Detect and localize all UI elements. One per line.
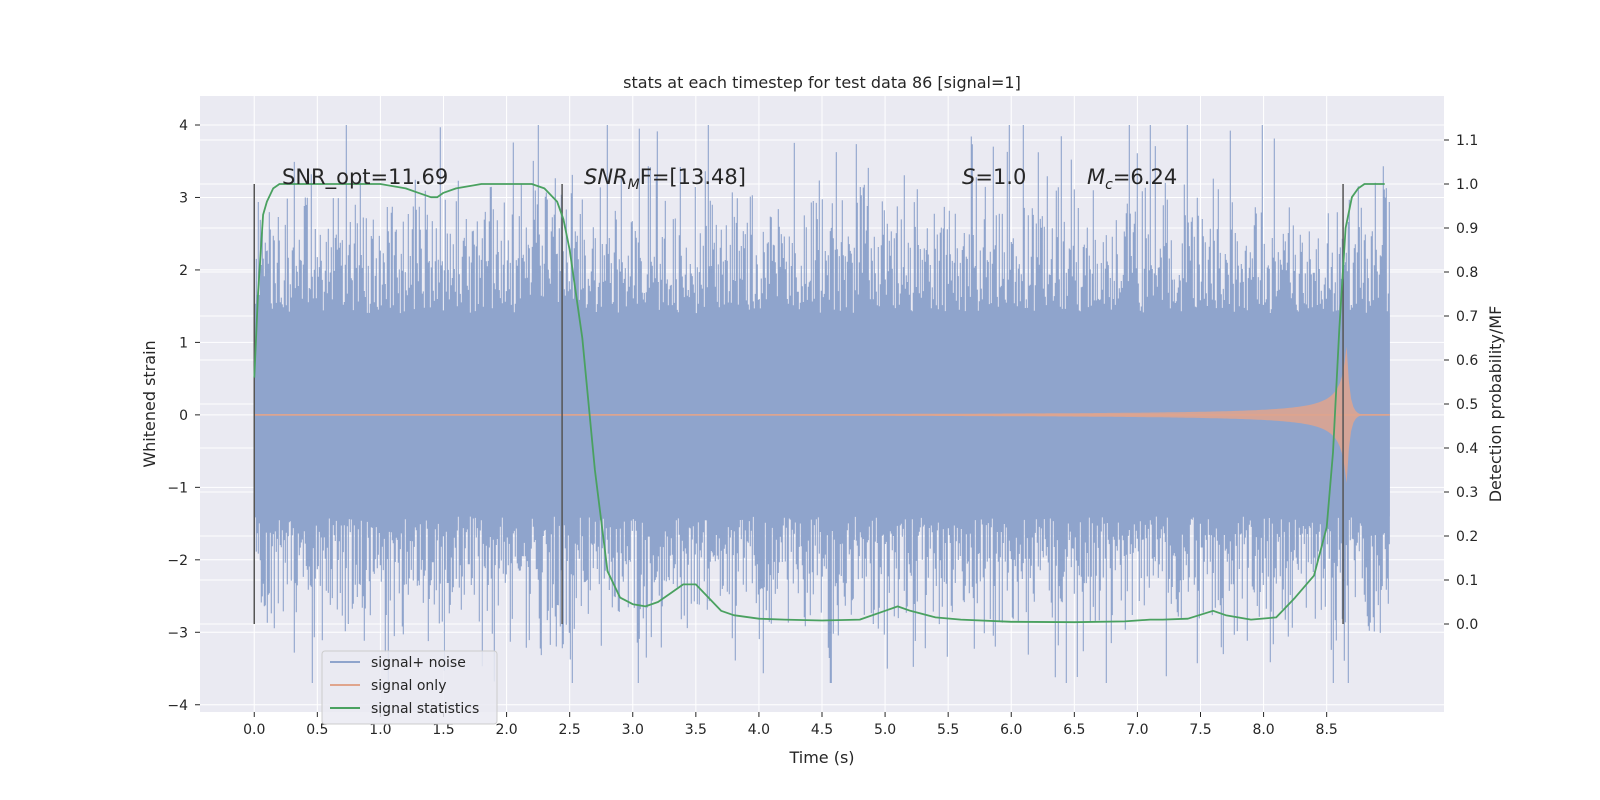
y-right-axis-ticks: 1.1 1.0 0.9 0.8 0.7 0.6 0.5 0.4 0.3 0.2 0.1 0.0 (1444, 133, 1478, 633)
x-tick-label: 1.0 (369, 722, 391, 738)
legend-label-signal-only: signal only (371, 678, 446, 694)
x-axis-label: Time (s) (788, 748, 854, 767)
signal-only-series (254, 346, 1390, 484)
y-axis-label: Whitened strain (140, 340, 159, 467)
annotations: SNR_opt=11.69 SNRMF=[13.48] S=1.0 Mc=6.2… (282, 165, 1177, 193)
y-tick-label: 1 (179, 335, 188, 351)
y-right-tick-label: 0.5 (1456, 397, 1478, 413)
x-tick-label: 4.0 (748, 722, 770, 738)
y-right-tick-label: 0.8 (1456, 265, 1478, 281)
y-right-tick-label: 0.3 (1456, 485, 1478, 501)
legend-box (321, 650, 498, 725)
signal-statistics-series (253, 183, 1385, 624)
y-tick-label: −1 (167, 480, 188, 496)
y-tick-label: 0 (179, 408, 188, 424)
y-tick-label: 4 (179, 118, 188, 134)
x-tick-label: 3.0 (622, 722, 644, 738)
signal-statistics-line (253, 183, 1385, 624)
legend-label-signal-statistics: signal statistics (371, 701, 479, 717)
mc-annotation: Mc=6.24 (1087, 165, 1177, 193)
y-axis-ticks: 4 3 2 1 0 −1 −2 −3 −4 (167, 118, 200, 714)
y-tick-label: 3 (179, 190, 188, 206)
y-tick-label: −2 (167, 553, 188, 569)
y-right-tick-label: 0.1 (1456, 573, 1478, 589)
snr-mf-annotation: SNRMF=[13.48] (584, 165, 746, 193)
y-tick-label: −4 (167, 698, 188, 714)
x-tick-label: 4.5 (811, 722, 833, 738)
x-tick-label: 0.0 (243, 722, 265, 738)
y-right-tick-label: 0.7 (1456, 309, 1478, 325)
legend: signal+ noise signal only signal statist… (321, 650, 498, 725)
x-tick-label: 5.5 (937, 722, 959, 738)
chart-title: stats at each timestep for test data 86 … (623, 73, 1021, 92)
x-tick-label: 6.0 (1000, 722, 1022, 738)
x-tick-label: 7.0 (1126, 722, 1148, 738)
x-axis-ticks: 0.0 0.5 1.0 1.5 2.0 2.5 3.0 3.5 4.0 4.5 5.0 5.5 6.0 6… (243, 712, 1338, 738)
x-tick-label: 6.5 (1063, 722, 1085, 738)
y-right-tick-label: 1.1 (1456, 133, 1478, 149)
y-right-tick-label: 0.6 (1456, 353, 1478, 369)
x-tick-label: 0.5 (306, 722, 328, 738)
x-tick-label: 5.0 (874, 722, 896, 738)
x-tick-label: 8.0 (1252, 722, 1274, 738)
x-tick-label: 2.0 (495, 722, 517, 738)
y-tick-label: 2 (179, 263, 188, 279)
y-right-tick-label: 0.9 (1456, 221, 1478, 237)
snr-opt-annotation: SNR_opt=11.69 (282, 165, 448, 190)
legend-label-signal-plus-noise: signal+ noise (371, 655, 466, 671)
y-tick-label: −3 (167, 625, 188, 641)
y-right-tick-label: 0.2 (1456, 529, 1478, 545)
x-tick-label: 8.5 (1316, 722, 1338, 738)
x-tick-label: 7.5 (1189, 722, 1211, 738)
y-right-tick-label: 1.0 (1456, 177, 1478, 193)
y-right-axis-label: Detection probability/MF (1486, 306, 1505, 503)
x-tick-label: 2.5 (559, 722, 581, 738)
x-tick-label: 1.5 (432, 722, 454, 738)
x-tick-label: 3.5 (685, 722, 707, 738)
y-right-tick-label: 0.0 (1456, 617, 1478, 633)
s-annotation: S=1.0 (962, 165, 1026, 189)
y-right-tick-label: 0.4 (1456, 441, 1478, 457)
